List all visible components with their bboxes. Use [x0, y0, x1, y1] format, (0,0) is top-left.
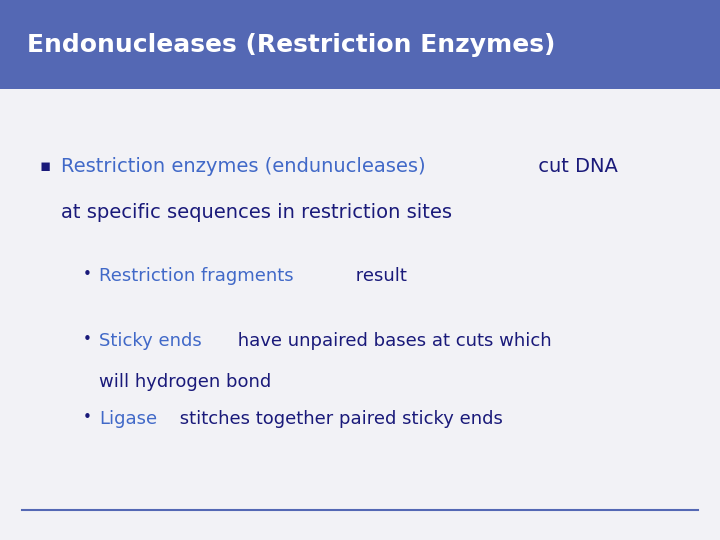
Text: Ligase: Ligase: [99, 410, 158, 428]
Text: •: •: [83, 332, 91, 347]
Text: cut DNA: cut DNA: [531, 157, 618, 176]
Text: Restriction fragments: Restriction fragments: [99, 267, 294, 285]
Text: stitches together paired sticky ends: stitches together paired sticky ends: [174, 410, 503, 428]
Text: at specific sequences in restriction sites: at specific sequences in restriction sit…: [61, 202, 452, 221]
Text: result: result: [351, 267, 408, 285]
Text: Endonucleases (Restriction Enzymes): Endonucleases (Restriction Enzymes): [27, 32, 556, 57]
Text: will hydrogen bond: will hydrogen bond: [99, 373, 271, 390]
Text: Sticky ends: Sticky ends: [99, 332, 202, 350]
Text: ▪: ▪: [40, 157, 51, 174]
Text: •: •: [83, 267, 91, 282]
Text: have unpaired bases at cuts which: have unpaired bases at cuts which: [232, 332, 552, 350]
Text: Restriction enzymes (endunucleases): Restriction enzymes (endunucleases): [61, 157, 426, 176]
Text: •: •: [83, 410, 91, 426]
Bar: [0, 0, 720, 89]
